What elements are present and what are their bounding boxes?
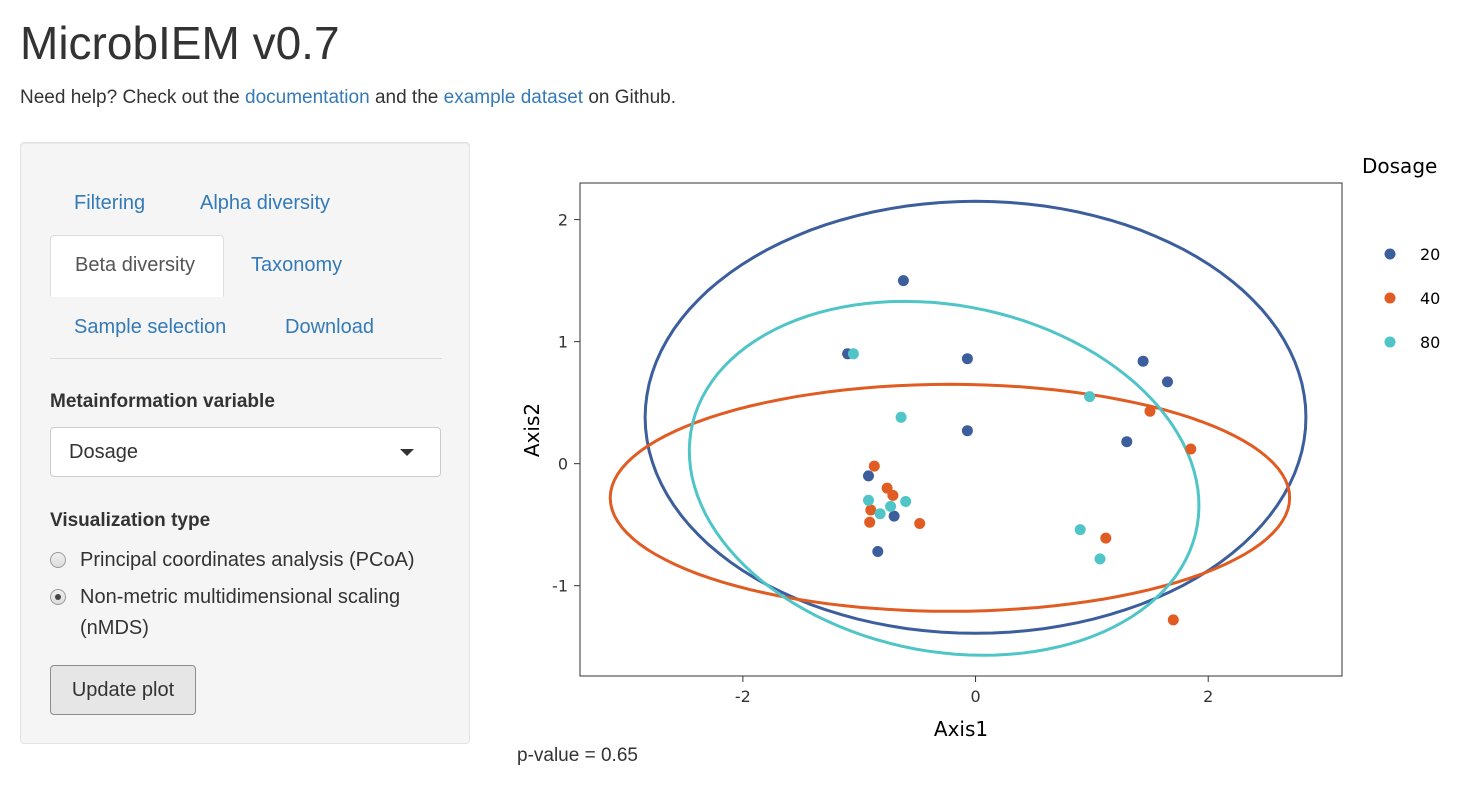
help-text: Need help? Check out the documentation a…	[20, 86, 676, 110]
point-dosage-40-0	[868, 460, 880, 472]
point-dosage-40-4	[864, 516, 876, 528]
legend-title: Dosage	[1362, 154, 1437, 178]
y-axis-title: Axis2	[520, 403, 544, 457]
point-dosage-80-1	[895, 411, 907, 423]
radio-nmds-label-line2: (nMDS)	[80, 617, 149, 639]
update-plot-button[interactable]: Update plot	[50, 665, 196, 715]
point-dosage-80-7	[1074, 524, 1086, 536]
point-dosage-20-7	[863, 470, 874, 482]
point-dosage-80-5	[874, 508, 886, 520]
point-dosage-80-2	[863, 494, 874, 506]
tab-bar: Filtering Alpha diversity Beta diversity…	[50, 173, 442, 359]
point-dosage-20-4	[1137, 355, 1149, 367]
ellipse-dosage-80	[687, 299, 1201, 657]
help-prefix: Need help? Check out the	[20, 87, 240, 108]
x-tick-label: 0	[970, 687, 980, 706]
point-dosage-80-0	[847, 348, 859, 360]
point-dosage-40-3	[865, 504, 877, 516]
app-title: MicrobIEM v0.7	[20, 17, 340, 69]
p-value-text: p-value = 0.65	[517, 745, 638, 766]
point-dosage-20-9	[872, 546, 884, 557]
point-dosage-20-2	[961, 353, 973, 365]
point-dosage-40-6	[1144, 405, 1156, 417]
nmds-plot: -2 0 2 -1 0 1 2 Axis1 Axis2 Dosage 20 40 80	[520, 154, 1440, 740]
tab-alpha-diversity[interactable]: Alpha diversity	[200, 192, 331, 214]
documentation-link[interactable]: documentation	[245, 87, 370, 108]
radio-pcoa-button[interactable]	[50, 552, 66, 568]
point-dosage-80-3	[900, 496, 912, 507]
x-tick-label: -2	[735, 687, 751, 706]
tab-taxonomy[interactable]: Taxonomy	[251, 254, 343, 276]
radio-nmds-button[interactable]	[50, 589, 66, 605]
y-tick-label: -1	[552, 577, 568, 596]
legend-label-80: 80	[1420, 333, 1440, 352]
tab-filtering[interactable]: Filtering	[74, 192, 146, 214]
point-dosage-20-6	[1121, 436, 1133, 448]
plot-panel	[579, 182, 1343, 677]
point-dosage-80-6	[1084, 391, 1096, 403]
x-axis-title: Axis1	[934, 717, 988, 740]
legend-label-20: 20	[1420, 245, 1440, 264]
point-dosage-40-9	[1167, 614, 1179, 626]
point-dosage-20-1	[897, 275, 909, 287]
x-tick-label: 2	[1203, 687, 1213, 706]
help-suffix: on Github.	[588, 87, 676, 108]
y-tick-label: 2	[558, 211, 568, 230]
legend-key-80	[1384, 336, 1396, 348]
ellipse-dosage-40	[608, 382, 1292, 613]
y-tick-label: 1	[558, 333, 568, 352]
point-dosage-40-7	[1185, 443, 1197, 455]
legend-key-40	[1384, 292, 1396, 304]
meta-variable-label: Metainformation variable	[50, 391, 275, 412]
radio-nmds-label: Non-metric multidimensional scaling	[80, 586, 401, 608]
meta-variable-select[interactable]: Dosage	[50, 427, 441, 477]
point-dosage-40-2	[887, 489, 899, 501]
tab-sample-selection[interactable]: Sample selection	[74, 316, 227, 338]
y-tick-label: 0	[558, 455, 568, 474]
point-dosage-40-5	[914, 518, 926, 529]
ellipse-dosage-20	[643, 199, 1308, 635]
point-dosage-40-8	[1100, 532, 1112, 544]
help-middle: and the	[374, 87, 439, 108]
example-dataset-link[interactable]: example dataset	[443, 87, 584, 108]
point-dosage-80-4	[885, 500, 897, 512]
point-dosage-20-5	[1162, 376, 1173, 388]
legend-label-40: 40	[1420, 289, 1440, 308]
chevron-down-icon	[400, 449, 414, 456]
meta-variable-value: Dosage	[69, 441, 138, 463]
point-dosage-20-8	[888, 510, 900, 522]
viz-type-label: Visualization type	[50, 510, 211, 531]
legend-key-20	[1384, 248, 1396, 260]
tab-download[interactable]: Download	[285, 316, 374, 338]
sidebar-panel: Filtering Alpha diversity Beta diversity…	[20, 142, 470, 744]
point-dosage-80-8	[1094, 553, 1106, 565]
point-dosage-20-3	[961, 425, 973, 437]
radio-pcoa-label: Principal coordinates analysis (PCoA)	[80, 549, 415, 571]
tab-beta-diversity[interactable]: Beta diversity	[50, 235, 224, 297]
